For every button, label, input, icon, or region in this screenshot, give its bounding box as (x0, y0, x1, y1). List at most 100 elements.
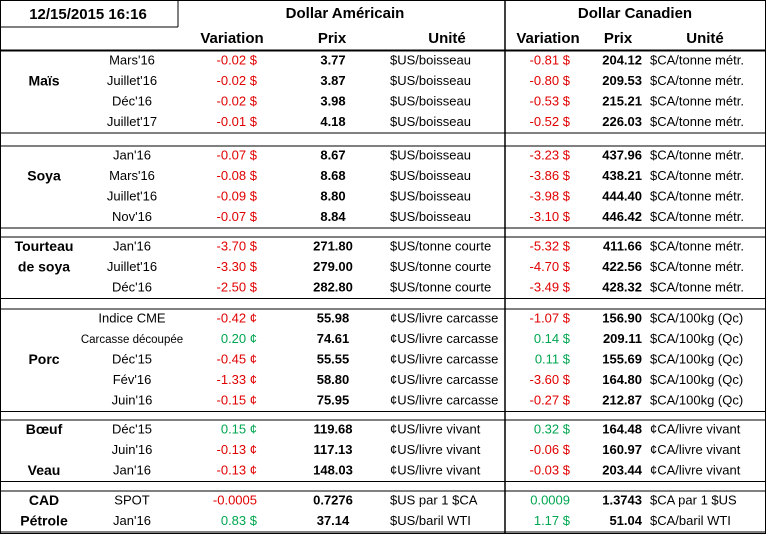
us-price: 3.77 (320, 53, 345, 68)
us-variation: -3.70 $ (217, 239, 258, 254)
group-label: de soya (18, 258, 70, 274)
contract: Fév'16 (113, 372, 152, 387)
ca-variation: -0.80 $ (530, 73, 571, 88)
us-variation: -0.07 $ (217, 148, 258, 163)
column-header: Variation (516, 30, 579, 47)
ca-unit: $CA/100kg (Qc) (650, 352, 743, 367)
us-variation: -0.08 $ (217, 168, 258, 183)
us-variation: -0.09 $ (217, 189, 258, 204)
us-variation: -0.13 ¢ (217, 463, 257, 478)
us-price: 148.03 (313, 463, 353, 478)
ca-unit: $CA/tonne métr. (650, 280, 744, 295)
us-unit: $US/boisseau (390, 148, 471, 163)
ca-price: 226.03 (602, 114, 642, 129)
ca-variation: -3.49 $ (530, 280, 571, 295)
us-variation: -0.45 ¢ (217, 352, 257, 367)
us-variation: 0.20 ¢ (221, 331, 257, 346)
ca-unit: $CA par 1 $US (650, 493, 737, 508)
ca-price: 212.87 (602, 393, 642, 408)
us-price: 3.87 (320, 73, 345, 88)
us-unit: $US/boisseau (390, 94, 471, 109)
group-label: Maïs (28, 72, 59, 88)
ca-price: 1.3743 (602, 493, 642, 508)
ca-price: 438.21 (602, 168, 642, 183)
ca-price: 446.42 (602, 209, 642, 224)
contract: Jan'16 (113, 148, 151, 163)
us-variation: -0.42 ¢ (217, 311, 257, 326)
ca-price: 51.04 (609, 513, 642, 528)
ca-price: 156.90 (602, 311, 642, 326)
contract: Nov'16 (112, 209, 152, 224)
us-price: 37.14 (317, 513, 350, 528)
us-unit: ¢US/livre vivant (390, 463, 481, 478)
group-label: Soya (27, 167, 61, 183)
ca-unit: ¢CA/livre vivant (650, 463, 741, 478)
column-header: Unité (428, 30, 466, 47)
us-price: 8.84 (320, 209, 346, 224)
ca-price: 164.80 (602, 372, 642, 387)
column-header: Prix (604, 30, 633, 47)
us-price: 271.80 (313, 239, 353, 254)
contract: Juin'16 (112, 393, 153, 408)
ca-variation: 0.0009 (530, 493, 570, 508)
ca-unit: $CA/tonne métr. (650, 259, 744, 274)
column-header: Prix (318, 30, 347, 47)
us-price: 74.61 (317, 331, 350, 346)
us-price: 117.13 (313, 442, 352, 457)
us-unit: ¢US/livre carcasse (390, 393, 498, 408)
us-price: 119.68 (313, 422, 352, 437)
us-price: 75.95 (317, 393, 350, 408)
ca-unit: $CA/tonne métr. (650, 73, 744, 88)
ca-variation: 0.14 $ (534, 331, 571, 346)
ca-variation: -4.70 $ (530, 259, 571, 274)
us-variation: -0.13 ¢ (217, 442, 257, 457)
contract: Carcasse découpée (81, 334, 183, 346)
us-variation: -0.0005 (213, 493, 257, 508)
us-title: Dollar Américain (286, 5, 405, 22)
ca-unit: ¢CA/livre vivant (650, 442, 741, 457)
ca-unit: $CA/tonne métr. (650, 148, 744, 163)
ca-price: 209.53 (602, 73, 642, 88)
contract: Déc'16 (112, 280, 152, 295)
us-price: 8.80 (320, 189, 345, 204)
us-variation: -1.33 ¢ (217, 372, 257, 387)
us-unit: ¢US/livre carcasse (390, 331, 498, 346)
ca-price: 437.96 (602, 148, 642, 163)
contract: Mars'16 (109, 53, 155, 68)
us-price: 55.55 (317, 352, 350, 367)
group-label: Porc (28, 351, 59, 367)
us-price: 279.00 (313, 259, 353, 274)
ca-unit: $CA/tonne métr. (650, 189, 744, 204)
us-unit: $US/boisseau (390, 73, 471, 88)
ca-unit: $CA/100kg (Qc) (650, 393, 743, 408)
contract: Indice CME (98, 311, 166, 326)
us-price: 282.80 (313, 280, 353, 295)
us-unit: ¢US/livre vivant (390, 442, 481, 457)
us-variation: -0.15 ¢ (217, 393, 257, 408)
contract: Déc'15 (112, 352, 152, 367)
contract: SPOT (114, 493, 149, 508)
us-variation: 0.83 $ (221, 513, 258, 528)
us-unit: $US/boisseau (390, 189, 471, 204)
ca-variation: -0.52 $ (530, 114, 571, 129)
us-unit: $US par 1 $CA (390, 493, 478, 508)
ca-variation: 0.11 $ (535, 352, 571, 367)
ca-price: 428.32 (602, 280, 642, 295)
ca-title: Dollar Canadien (578, 5, 692, 22)
ca-unit: $CA/100kg (Qc) (650, 331, 743, 346)
us-price: 3.98 (320, 94, 345, 109)
timestamp: 12/15/2015 16:16 (29, 6, 147, 23)
us-variation: 0.15 ¢ (221, 422, 257, 437)
ca-variation: -0.53 $ (530, 94, 571, 109)
us-price: 55.98 (317, 311, 350, 326)
us-unit: $US/boisseau (390, 168, 471, 183)
ca-price: 203.44 (602, 463, 643, 478)
us-unit: ¢US/livre carcasse (390, 311, 498, 326)
group-label: Pétrole (20, 512, 68, 528)
contract: Juillet'16 (107, 189, 157, 204)
us-price: 0.7276 (313, 493, 353, 508)
us-unit: $US/tonne courte (390, 239, 491, 254)
ca-variation: -3.98 $ (530, 189, 571, 204)
